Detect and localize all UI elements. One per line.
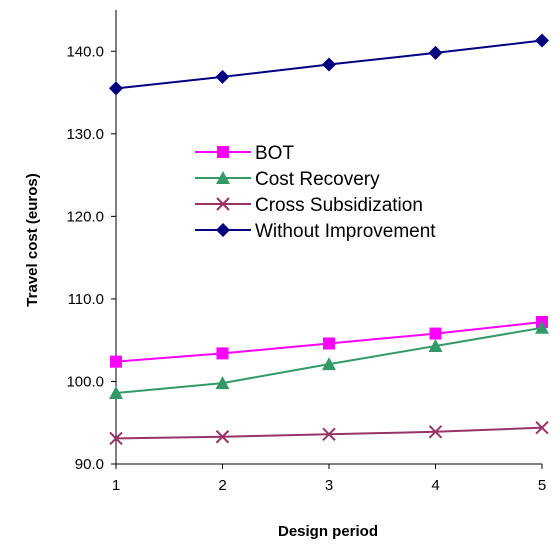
legend-label-without-improvement: Without Improvement xyxy=(255,221,436,242)
data-point-bot xyxy=(110,355,122,368)
data-point-without-improvement xyxy=(215,69,230,84)
data-point-bot xyxy=(323,337,335,350)
data-point-bot xyxy=(429,327,442,340)
series-layer xyxy=(109,33,549,446)
x-tick-label: 4 xyxy=(431,477,439,494)
legend-item-cost-recovery: Cost Recovery xyxy=(195,169,380,190)
series-cross-subsidization xyxy=(109,420,549,446)
legend-item-cross-subsidization: Cross Subsidization xyxy=(195,195,423,216)
data-point-bot xyxy=(216,347,229,360)
data-point-cost-recovery xyxy=(109,386,123,400)
data-point-without-improvement xyxy=(535,33,549,48)
data-point-cost-recovery xyxy=(215,376,230,390)
data-point-cost-recovery xyxy=(322,357,336,371)
legend-marker-cost-recovery xyxy=(216,171,230,184)
series-without-improvement xyxy=(109,33,549,96)
y-tick-label: 110.0 xyxy=(68,291,104,308)
y-tick-label: 130.0 xyxy=(66,126,104,143)
legend: BOT Cost Recovery Cross Subsidization Witho… xyxy=(195,143,436,242)
data-point-without-improvement xyxy=(109,81,123,96)
data-point-cross-subsidization xyxy=(535,420,549,435)
series-bot xyxy=(110,316,548,368)
series-cost-recovery xyxy=(109,320,549,400)
legend-label-cost-recovery: Cost Recovery xyxy=(255,169,380,190)
legend-item-without-improvement: Without Improvement xyxy=(195,221,436,242)
y-tick-label: 140.0 xyxy=(66,43,104,60)
data-point-without-improvement xyxy=(428,45,443,60)
x-axis-title: Design period xyxy=(278,523,378,540)
data-point-cost-recovery xyxy=(535,320,549,334)
data-point-cost-recovery xyxy=(428,338,443,352)
y-axis-ticks: 90.0 100.0 110.0 120.0 130.0 140.0 xyxy=(66,43,116,473)
x-tick-label: 5 xyxy=(538,477,546,494)
legend-marker-without-improvement xyxy=(216,223,230,237)
y-tick-label: 90.0 xyxy=(75,456,104,473)
x-tick-label: 3 xyxy=(325,477,333,494)
data-point-cross-subsidization xyxy=(428,425,443,439)
y-tick-label: 100.0 xyxy=(66,373,104,390)
y-tick-label: 120.0 xyxy=(66,208,104,225)
data-point-cross-subsidization xyxy=(322,427,336,441)
x-tick-label: 2 xyxy=(218,477,226,494)
y-axis-title: Travel cost (euros) xyxy=(24,173,41,306)
data-point-without-improvement xyxy=(322,57,336,72)
legend-marker-bot xyxy=(217,146,229,158)
data-point-cross-subsidization xyxy=(109,431,123,446)
legend-label-cross-subsidization: Cross Subsidization xyxy=(255,195,423,216)
data-point-cross-subsidization xyxy=(215,430,230,444)
x-tick-label: 1 xyxy=(112,477,120,494)
legend-item-bot: BOT xyxy=(195,143,294,164)
x-axis-ticks: 1 2 3 4 5 xyxy=(112,464,546,494)
legend-marker-cross-subsidization xyxy=(216,197,230,211)
legend-label-bot: BOT xyxy=(255,143,294,164)
